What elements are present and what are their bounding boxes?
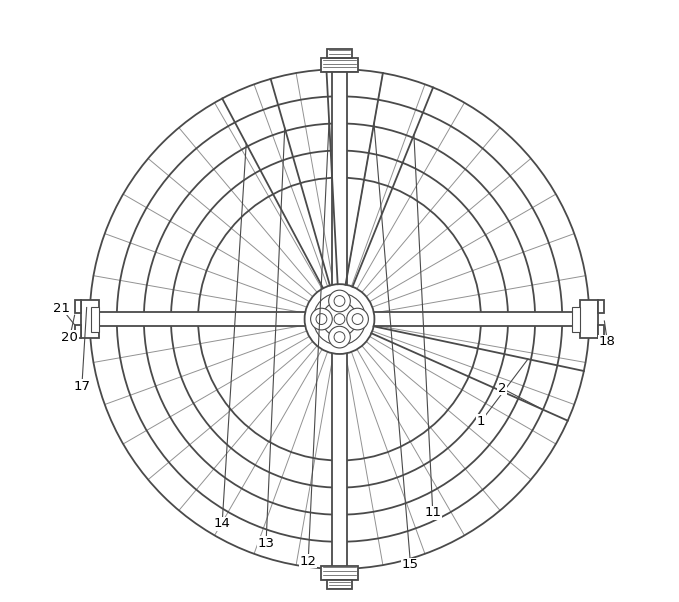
Bar (321, 58, 358, 72)
Text: 20: 20 (61, 330, 78, 344)
Bar (90, 312, 340, 326)
Bar (572, 306, 581, 332)
Bar (75, 325, 81, 338)
Text: 11: 11 (424, 506, 441, 520)
Text: 17: 17 (73, 380, 90, 393)
Text: 14: 14 (214, 517, 231, 530)
Text: 1: 1 (477, 415, 485, 428)
Circle shape (334, 314, 345, 324)
Bar (327, 580, 352, 589)
Text: 21: 21 (53, 302, 70, 315)
Circle shape (329, 290, 350, 312)
Text: 12: 12 (299, 554, 316, 568)
Bar (340, 312, 589, 326)
Circle shape (347, 308, 369, 330)
Circle shape (305, 284, 374, 354)
Circle shape (329, 326, 350, 348)
Bar (332, 319, 347, 569)
Bar (332, 69, 347, 319)
Text: 2: 2 (498, 382, 507, 395)
Bar (598, 300, 604, 313)
Bar (581, 300, 598, 338)
Bar (598, 325, 604, 338)
Bar (321, 566, 358, 580)
Bar (75, 300, 81, 313)
Text: 15: 15 (402, 558, 419, 571)
Text: 13: 13 (257, 536, 274, 550)
Bar (81, 300, 98, 338)
Text: 18: 18 (599, 335, 616, 349)
Circle shape (310, 308, 332, 330)
Bar (90, 306, 98, 332)
Bar (327, 49, 352, 58)
